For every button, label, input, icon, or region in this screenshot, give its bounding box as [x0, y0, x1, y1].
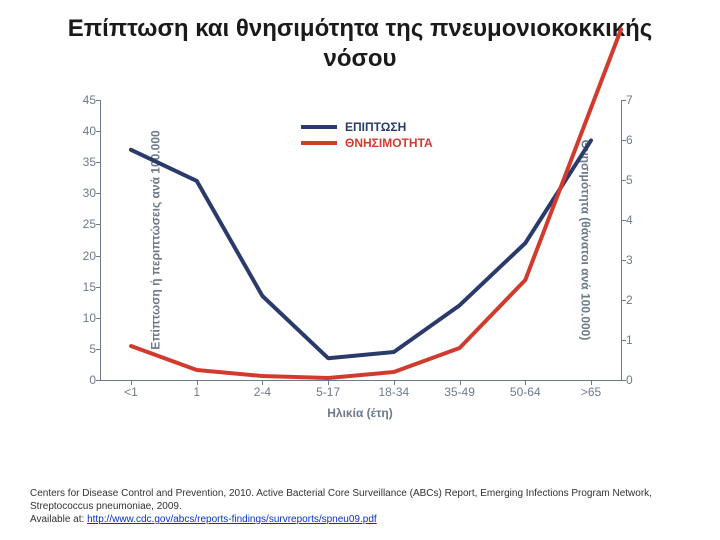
- plot-area: ΕΠΙΠΤΩΣΗ ΘΝΗΣΙΜΟΤΗΤΑ 0510152025303540450…: [100, 100, 622, 381]
- footer-citation: Centers for Disease Control and Preventi…: [30, 487, 690, 526]
- chart: Επίπτωση ή περιπτώσεις ανά 100.000 Θνησι…: [40, 90, 680, 430]
- slide: Επίπτωση και θνησιμότητα της πνευμονιοκο…: [0, 0, 720, 540]
- chart-lines: [101, 100, 621, 380]
- x-axis-label: Ηλικία (έτη): [327, 406, 393, 420]
- citation-text: Centers for Disease Control and Preventi…: [30, 488, 652, 512]
- slide-title: Επίπτωση και θνησιμότητα της πνευμονιοκο…: [0, 0, 720, 80]
- citation-prefix: Available at:: [30, 514, 87, 525]
- citation-link[interactable]: http://www.cdc.gov/abcs/reports-findings…: [87, 514, 377, 525]
